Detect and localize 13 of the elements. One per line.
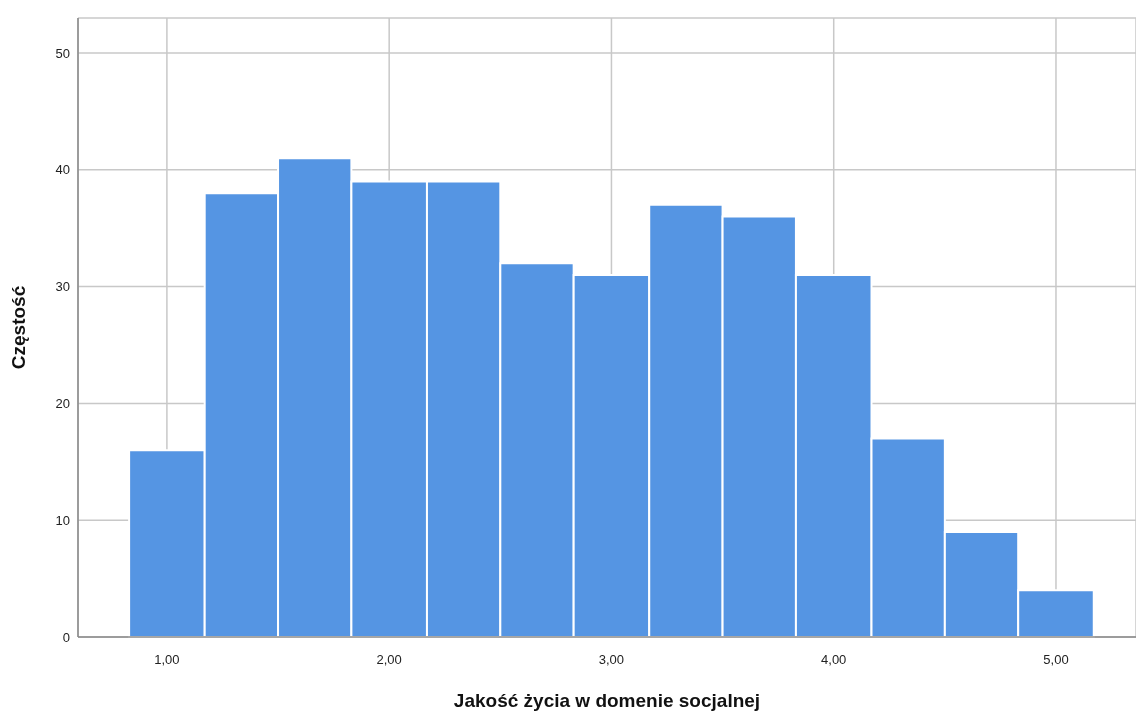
y-tick-label: 10 (55, 512, 70, 528)
y-tick-label: 50 (55, 45, 70, 61)
x-tick-label: 1,00 (154, 652, 180, 668)
y-tick-label: 40 (55, 162, 70, 178)
y-tick-label: 20 (55, 396, 70, 412)
x-tick-label: 5,00 (1043, 652, 1069, 668)
x-tick-label: 4,00 (821, 652, 847, 668)
y-tick-label: 30 (55, 279, 70, 295)
x-tick-label: 3,00 (598, 652, 625, 668)
y-tick-label: 0 (62, 629, 70, 645)
x-axis-title: Jakość życia w domenie socjalnej (453, 690, 761, 711)
x-tick-label: 2,00 (376, 652, 402, 668)
y-axis-title: Częstość (7, 285, 29, 370)
